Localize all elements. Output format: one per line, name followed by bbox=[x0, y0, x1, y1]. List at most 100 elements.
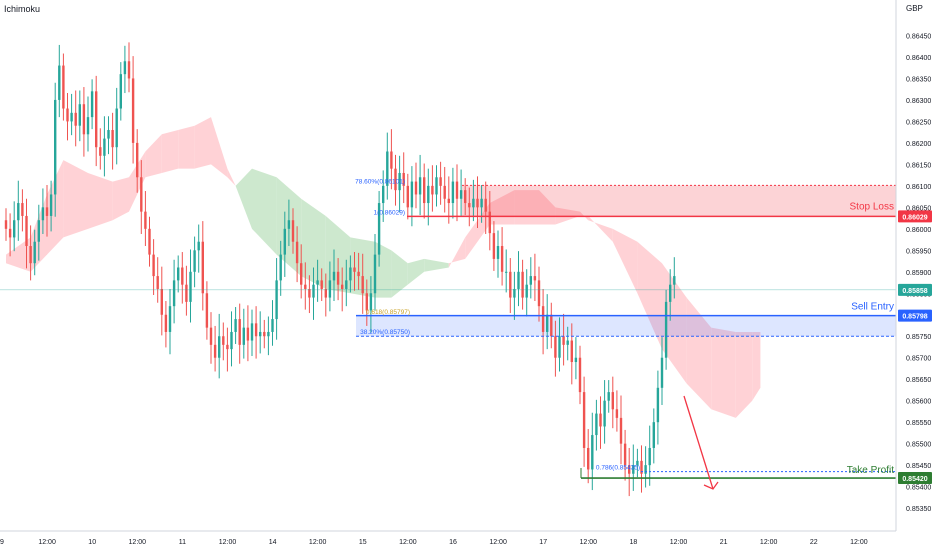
candle-up bbox=[58, 65, 61, 100]
cloud-segment-bearish bbox=[662, 263, 687, 384]
candle-down bbox=[439, 177, 442, 186]
time-tick-label: 12:00 bbox=[670, 539, 688, 546]
candle-up bbox=[517, 271, 520, 289]
cloud-segment-bearish bbox=[711, 327, 736, 418]
candle-down bbox=[521, 271, 524, 298]
candle-up bbox=[250, 323, 254, 341]
fib-label: 38.20%(0.85750) bbox=[360, 329, 410, 336]
candle-down bbox=[414, 181, 418, 195]
price-tick-label: 0.85550 bbox=[906, 420, 931, 427]
candle-up bbox=[496, 246, 500, 259]
candle-down bbox=[8, 228, 12, 238]
candle-down bbox=[156, 276, 159, 289]
price-tick-label: 0.85700 bbox=[906, 356, 931, 363]
stop-loss-zone bbox=[462, 185, 896, 217]
time-tick-label: 12:00 bbox=[850, 539, 868, 546]
candle-down bbox=[152, 254, 155, 277]
candle-up bbox=[574, 357, 578, 363]
price-tick-label: 0.86450 bbox=[906, 33, 931, 40]
candle-up bbox=[90, 91, 94, 118]
price-tick-label: 0.86250 bbox=[906, 119, 931, 126]
candle-down bbox=[238, 319, 241, 345]
candle-up bbox=[349, 267, 352, 281]
candle-down bbox=[201, 241, 204, 294]
price-tick-label: 0.86400 bbox=[906, 55, 931, 62]
time-tick-label: 17 bbox=[539, 539, 547, 546]
candle-down bbox=[82, 104, 86, 135]
candle-up bbox=[123, 61, 127, 75]
candle-down bbox=[95, 91, 98, 148]
cloud-segment-bearish bbox=[752, 331, 761, 401]
candle-down bbox=[611, 392, 614, 410]
cloud-segment-bullish bbox=[407, 258, 425, 285]
candle-down bbox=[357, 271, 360, 277]
candle-down bbox=[336, 271, 340, 285]
candle-down bbox=[550, 314, 553, 337]
candle-down bbox=[533, 276, 537, 281]
candle-up bbox=[418, 177, 422, 195]
candle-down bbox=[99, 147, 102, 156]
cloud-segment-bearish bbox=[6, 237, 31, 272]
candle-down bbox=[136, 142, 139, 178]
price-tick-label: 0.86200 bbox=[906, 141, 931, 148]
candlesticks bbox=[4, 42, 676, 497]
candle-down bbox=[492, 233, 496, 259]
currency-label: GBP bbox=[906, 4, 923, 13]
candle-down bbox=[423, 177, 426, 204]
candle-up bbox=[673, 276, 676, 285]
cloud-segment-bullish bbox=[235, 168, 252, 229]
candle-up bbox=[377, 203, 381, 255]
candle-up bbox=[267, 331, 270, 337]
price-tick-label: 0.86100 bbox=[906, 184, 931, 191]
candle-up bbox=[242, 327, 245, 345]
candle-down bbox=[222, 336, 225, 345]
candle-down bbox=[25, 215, 28, 247]
price-tick-label: 0.85900 bbox=[906, 270, 931, 277]
candle-up bbox=[664, 301, 668, 358]
candle-up bbox=[41, 207, 45, 221]
candle-down bbox=[209, 327, 213, 345]
time-tick-label: 12:00 bbox=[219, 539, 237, 546]
candle-up bbox=[287, 220, 291, 229]
candle-down bbox=[320, 280, 323, 289]
candle-up bbox=[279, 254, 282, 281]
indicator-label[interactable]: Ichimoku bbox=[4, 4, 41, 14]
time-tick-label: 12:00 bbox=[760, 539, 778, 546]
candle-down bbox=[464, 190, 467, 204]
candle-down bbox=[476, 198, 479, 208]
candle-down bbox=[4, 220, 8, 229]
candle-up bbox=[529, 276, 532, 285]
price-tick-label: 0.86000 bbox=[906, 227, 931, 234]
candle-down bbox=[587, 447, 590, 470]
candle-up bbox=[652, 422, 655, 448]
candle-down bbox=[541, 306, 545, 332]
sell-entry-badge bbox=[898, 309, 932, 322]
candle-down bbox=[394, 168, 397, 191]
candle-down bbox=[402, 172, 405, 186]
fib-label: 78.60%(0.86101) bbox=[355, 178, 405, 185]
candle-up bbox=[505, 271, 508, 273]
candle-up bbox=[107, 130, 110, 139]
price-tick-label: 0.86300 bbox=[906, 98, 931, 105]
cloud-segment-bearish bbox=[161, 130, 179, 173]
candle-down bbox=[628, 465, 631, 474]
candle-down bbox=[484, 198, 487, 212]
candle-up bbox=[86, 117, 90, 135]
time-tick-label: 14 bbox=[269, 539, 277, 546]
last-price-badge-text: 0.85858 bbox=[902, 288, 927, 295]
candle-up bbox=[345, 280, 348, 289]
candle-up bbox=[17, 203, 20, 221]
candle-up bbox=[172, 280, 176, 307]
candle-up bbox=[369, 293, 373, 311]
candle-down bbox=[582, 392, 586, 448]
candle-up bbox=[283, 228, 286, 255]
cloud-segment-bullish bbox=[325, 215, 351, 294]
candle-up bbox=[197, 241, 200, 251]
candle-up bbox=[607, 392, 610, 401]
cloud-segment-bearish bbox=[448, 237, 466, 268]
candle-down bbox=[570, 340, 573, 363]
candle-down bbox=[246, 327, 250, 341]
candle-down bbox=[300, 263, 303, 285]
candle-up bbox=[312, 284, 315, 298]
